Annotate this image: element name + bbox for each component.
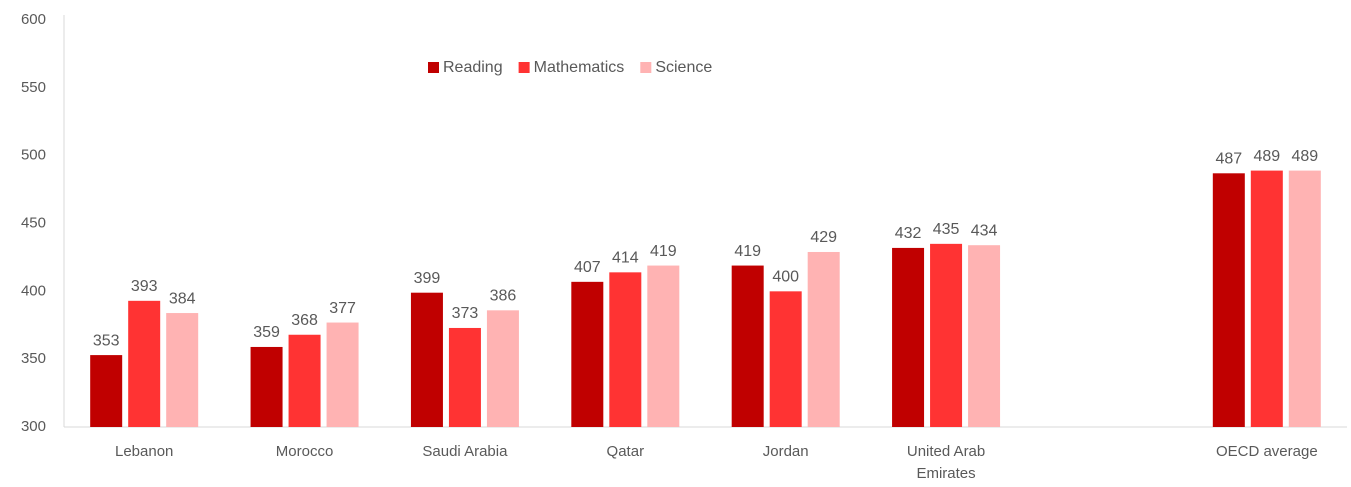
bar (892, 247, 925, 427)
legend-label: Mathematics (534, 59, 625, 76)
bar (250, 346, 283, 427)
bar (968, 245, 1001, 427)
data-label: 489 (1291, 148, 1318, 165)
data-label: 434 (971, 222, 998, 239)
x-tick-label: Saudi Arabia (422, 443, 508, 460)
bar (807, 251, 840, 427)
legend-swatch (640, 62, 652, 73)
data-label: 400 (772, 269, 799, 286)
data-label: 384 (169, 290, 196, 307)
x-tick-label: Lebanon (115, 443, 173, 460)
y-tick-label: 500 (21, 147, 46, 164)
bar (486, 310, 519, 427)
data-label: 393 (131, 278, 158, 295)
data-label: 353 (93, 332, 120, 349)
data-label: 373 (452, 305, 479, 322)
data-label: 419 (650, 243, 677, 260)
data-label: 432 (895, 225, 922, 242)
data-label: 489 (1253, 148, 1280, 165)
bar (326, 322, 359, 427)
legend-swatch (518, 62, 530, 73)
x-tick-label: United Arab Emirates (907, 443, 985, 482)
y-tick-label: 350 (21, 350, 46, 367)
bar (128, 300, 161, 427)
bar (1288, 170, 1321, 427)
data-label: 414 (612, 250, 639, 267)
bar (166, 313, 199, 427)
x-tick-label: Morocco (276, 443, 334, 460)
y-tick-label: 450 (21, 214, 46, 231)
data-label: 368 (291, 312, 318, 329)
bar (90, 355, 123, 427)
data-label: 377 (329, 300, 356, 317)
data-label: 419 (734, 243, 761, 260)
y-tick-label: 550 (21, 79, 46, 96)
bar (288, 334, 321, 427)
data-label: 435 (933, 221, 960, 238)
bar (930, 243, 963, 427)
data-label: 386 (490, 288, 517, 305)
data-label: 399 (414, 270, 441, 287)
y-tick-label: 400 (21, 282, 46, 299)
legend-swatch (428, 62, 439, 73)
data-label: 359 (253, 324, 280, 341)
bar (647, 265, 680, 427)
data-label: 429 (810, 229, 837, 246)
y-tick-label: 300 (21, 418, 46, 435)
data-label: 407 (574, 259, 601, 276)
bar (731, 265, 764, 427)
bar (571, 281, 604, 427)
x-tick-label: Jordan (763, 443, 809, 460)
x-tick-label: Qatar (607, 443, 645, 460)
legend-label: Reading (443, 59, 503, 76)
bar (609, 272, 642, 427)
legend-label: Science (655, 59, 712, 76)
y-tick-label: 600 (21, 11, 46, 28)
bar (410, 292, 443, 427)
bar (448, 327, 481, 427)
x-tick-label: OECD average (1216, 443, 1318, 460)
bar (769, 291, 802, 427)
bar (1250, 170, 1283, 427)
bar (1212, 173, 1245, 427)
data-label: 487 (1215, 151, 1242, 168)
